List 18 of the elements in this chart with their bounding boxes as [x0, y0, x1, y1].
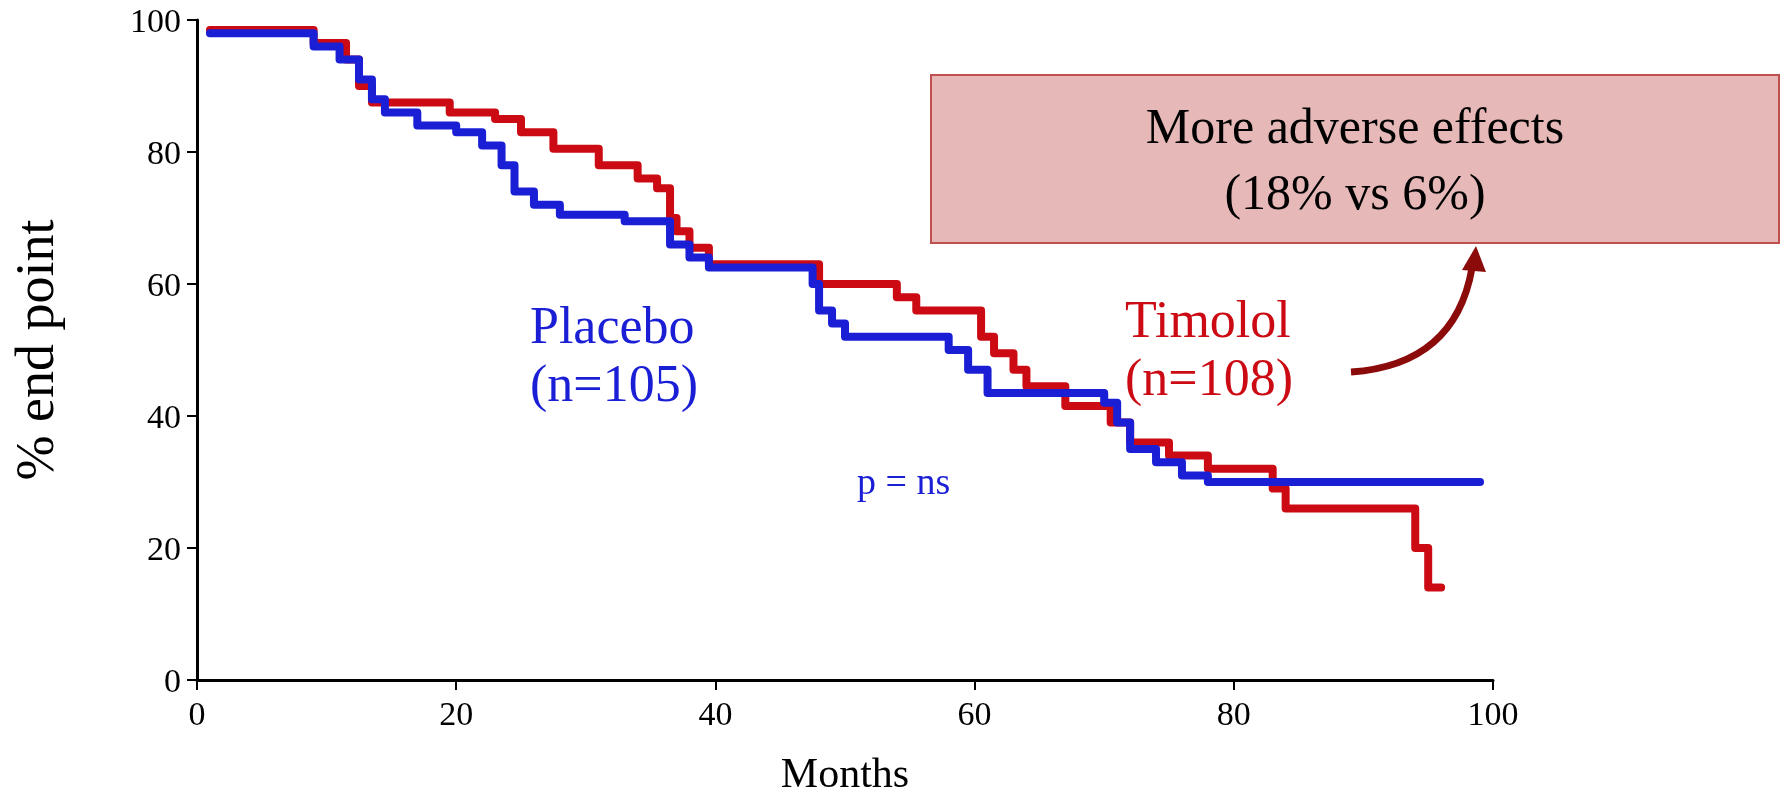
x-tick-label: 0 [188, 694, 206, 732]
y-tick-label: 100 [130, 1, 181, 39]
y-tick-label: 20 [147, 529, 181, 567]
x-tick-label: 80 [1216, 694, 1251, 732]
x-tick-label: 60 [957, 694, 992, 732]
annotation: p = ns [857, 460, 951, 502]
y-tick-label: 0 [164, 661, 181, 699]
y-axis-title: % end point [5, 219, 65, 481]
note-box: More adverse effects (18% vs 6%) [930, 74, 1780, 244]
series-label: Placebo (n=105) [530, 296, 698, 413]
series-label: Timolol (n=108) [1125, 290, 1293, 407]
x-axis-title: Months [780, 750, 910, 796]
x-tick-label: 100 [1467, 694, 1519, 732]
x-tick-label: 40 [698, 694, 733, 732]
y-tick-label: 40 [147, 397, 181, 435]
x-tick-label: 20 [439, 694, 474, 732]
y-tick-label: 60 [147, 265, 181, 303]
y-tick-label: 80 [147, 133, 181, 171]
